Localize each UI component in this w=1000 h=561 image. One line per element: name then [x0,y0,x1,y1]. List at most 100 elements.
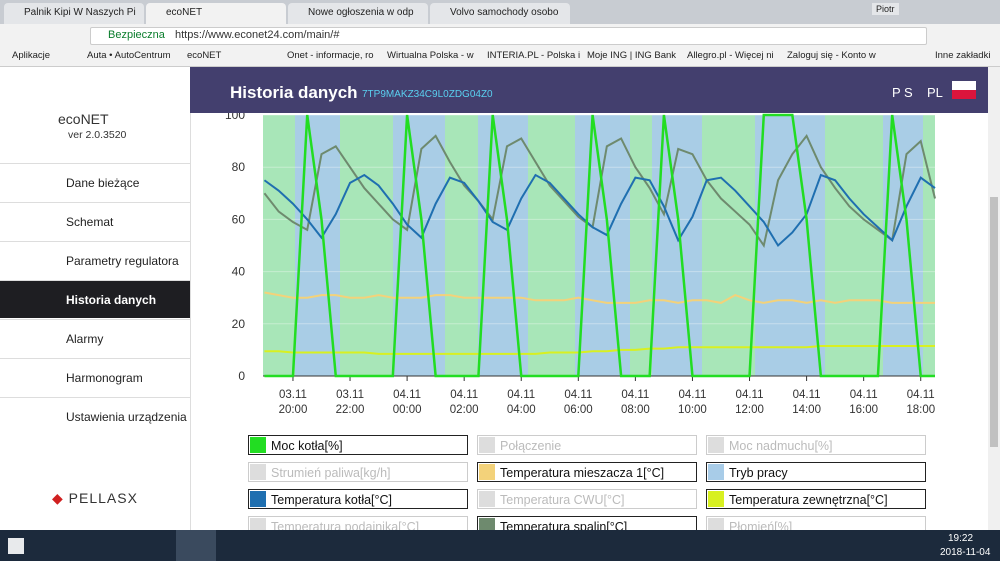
legend-label: Połączenie [500,439,562,453]
legend-swatch [250,518,266,530]
legend-swatch [479,518,495,530]
legend-swatch [708,464,724,480]
version: ver 2.0.3520 [68,129,127,141]
series-line [263,133,936,248]
bookmark[interactable]: Inne zakładki [935,50,991,61]
chrome-task[interactable] [176,530,216,561]
language[interactable]: PL [927,85,943,100]
url[interactable]: https://www.econet24.com/main/# [175,29,340,41]
legend-label: Moc kotła[%] [271,439,343,453]
legend-label: Temperatura mieszacza 1[°C] [500,466,665,480]
legend-label: Temperatura podajnika[°C] [271,520,420,530]
legend-swatch [250,491,266,507]
menu-item[interactable]: Parametry regulatora [0,241,190,279]
tab[interactable]: Palnik Kipi W Naszych Pi [4,3,144,24]
address-bar: Bezpieczna https://www.econet24.com/main… [0,24,1000,46]
legend-label: Temperatura spalin[°C] [500,520,628,530]
x-tick-label: 04.11 12:00 [735,389,764,416]
legend-item[interactable]: Temperatura zewnętrzna[°C] [706,489,926,509]
legend-swatch [708,518,724,530]
bookmark[interactable]: Onet - informacje, ro [287,50,374,61]
x-tick-label: 04.11 16:00 [849,389,879,416]
y-tick-label: 40 [232,265,246,279]
menu-item[interactable]: Ustawienia urządzenia [0,397,190,435]
legend-swatch [708,491,724,507]
secure-label: Bezpieczna [108,29,165,41]
bookmark[interactable]: Zaloguj się - Konto w [787,50,876,61]
legend-item[interactable]: Temperatura podajnika[°C] [248,516,468,530]
logo: ecoNET [58,111,109,127]
legend-label: Strumień paliwa[kg/h] [271,466,391,480]
legend-item[interactable]: Tryb pracy [706,462,926,482]
menu-item[interactable]: Dane bieżące [0,163,190,201]
legend-swatch [479,464,495,480]
legend-item[interactable]: Strumień paliwa[kg/h] [248,462,468,482]
taskbar: 19:22 2018-11-04 [0,530,1000,561]
bookmark[interactable]: Auta • AutoCentrum [87,50,171,61]
series-line [264,344,935,355]
omnibox[interactable] [90,27,927,45]
tab[interactable]: ecoNET [146,3,286,24]
menu-item[interactable]: Harmonogram [0,358,190,396]
legend-item[interactable]: Temperatura spalin[°C] [477,516,697,530]
brand-text: PELLASX [68,490,138,506]
x-tick-label: 04.11 06:00 [563,389,593,416]
x-tick-label: 04.11 04:00 [506,389,536,416]
user[interactable]: P S [892,85,913,100]
x-tick-label: 04.11 18:00 [906,389,936,416]
legend-swatch [250,464,266,480]
device-id: 7TP9MAKZ34C9L0ZDG04Z0 [362,89,493,100]
legend-item[interactable]: Połączenie [477,435,697,455]
bookmark[interactable]: Moje ING | ING Bank [587,50,677,61]
flag[interactable] [952,81,976,99]
legend-item[interactable]: Moc kotła[%] [248,435,468,455]
legend-label: Temperatura CWU[°C] [500,493,625,507]
legend-item[interactable]: Moc nadmuchu[%] [706,435,926,455]
legend-item[interactable]: Temperatura CWU[°C] [477,489,697,509]
legend-item[interactable]: Temperatura kotła[°C] [248,489,468,509]
legend-label: Płomień[%] [729,520,793,530]
series-line [264,113,935,378]
bookmark[interactable]: ecoNET [187,50,222,61]
legend-label: Tryb pracy [729,466,788,480]
scroll-thumb[interactable] [990,197,998,447]
brand: ◆ PELLASX [52,490,138,506]
legend: Moc kotła[%] Połączenie Moc nadmuchu[%] Str… [248,435,938,530]
legend-label: Temperatura zewnętrzna[°C] [729,493,888,507]
y-tick-label: 100 [225,113,245,122]
tab[interactable]: Volvo samochody osobo [430,3,570,24]
chart: 0 20 40 60 80 100 [225,113,936,383]
legend-item[interactable]: Temperatura mieszacza 1[°C] [477,462,697,482]
tab-strip: Palnik Kipi W Naszych Pi ecoNET Nowe ogł… [0,0,1000,24]
series-line [263,173,936,248]
page-title: Historia danych [230,83,358,102]
profile[interactable]: Piotr [872,3,899,15]
x-tick-label: 04.11 02:00 [449,389,479,416]
x-tick-label: 03.11 20:00 [278,389,308,416]
tab[interactable]: Nowe ogłoszenia w odp [288,3,428,24]
menu-item[interactable]: Historia danych [0,280,190,318]
y-tick-label: 20 [232,317,246,331]
bookmarks-bar: Aplikacje Auta • AutoCentrum ecoNET Onet - … [0,46,1000,67]
menu-item[interactable]: Schemat [0,202,190,240]
legend-swatch [708,437,724,453]
start-button[interactable] [8,538,24,554]
clock-date: 2018-11-04 [940,547,991,558]
bookmark[interactable]: Allegro.pl - Więcej ni [687,50,774,61]
legend-swatch [479,437,495,453]
x-tick-label: 04.11 14:00 [792,389,821,416]
header: Historia danych 7TP9MAKZ34C9L0ZDG04Z0 P … [190,67,988,113]
scrollbar [988,67,1000,530]
y-tick-label: 60 [232,212,246,226]
legend-item[interactable]: Płomień[%] [706,516,926,530]
menu-item[interactable]: Alarmy [0,319,190,357]
bookmark[interactable]: Aplikacje [12,50,51,61]
clock-time: 19:22 [948,533,974,544]
x-tick-label: 03.11 22:00 [335,389,365,416]
bookmark[interactable]: Wirtualna Polska - w [387,50,474,61]
bookmark[interactable]: INTERIA.PL - Polska i [487,50,581,61]
series-line [264,291,935,304]
legend-label: Temperatura kotła[°C] [271,493,393,507]
y-tick-label: 0 [238,369,245,383]
